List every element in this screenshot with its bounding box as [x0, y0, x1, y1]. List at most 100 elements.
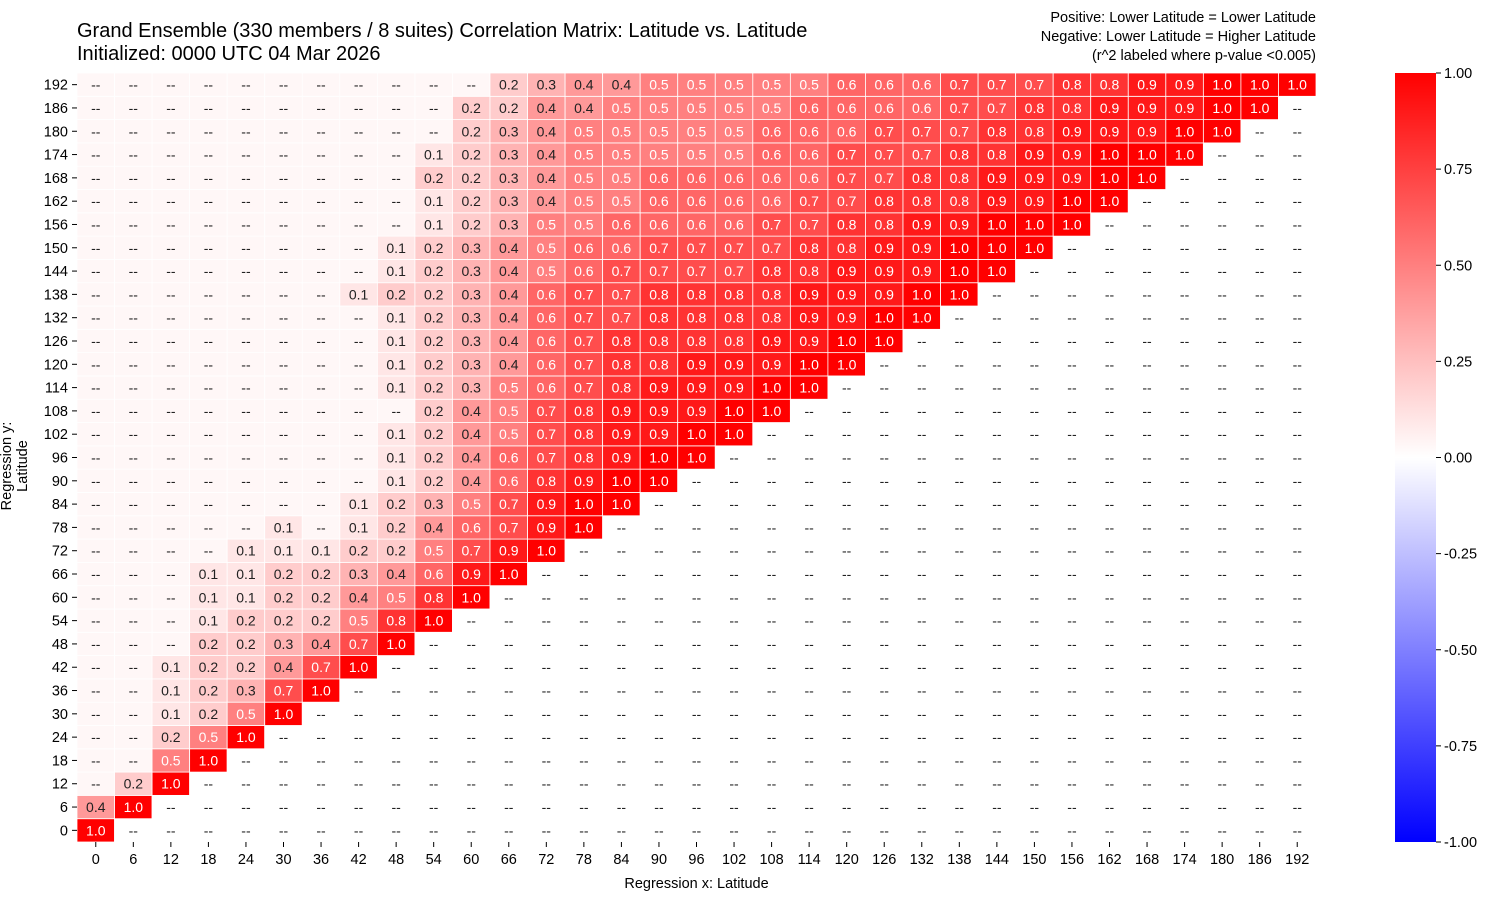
cell-label: --	[279, 77, 289, 93]
cell-label: --	[955, 450, 965, 466]
cell-label: 0.9	[1025, 170, 1045, 186]
cell-label: --	[1293, 286, 1303, 302]
cell-label: --	[354, 356, 364, 372]
cell-label: --	[767, 426, 777, 442]
cell-label: --	[955, 519, 965, 535]
cell-label: --	[1067, 263, 1077, 279]
cell-label: 0.9	[912, 263, 932, 279]
cell-label: --	[992, 496, 1002, 512]
cell-label: --	[1217, 333, 1227, 349]
cell-label: 1.0	[424, 613, 444, 629]
cell-label: --	[1293, 450, 1303, 466]
cell-label: 0.9	[649, 380, 669, 396]
cell-label: --	[166, 473, 176, 489]
cell-label: 0.8	[950, 193, 970, 209]
cell-label: --	[654, 706, 664, 722]
cell-label: --	[1142, 496, 1152, 512]
cell-label: --	[992, 613, 1002, 629]
x-tick-label: 30	[275, 852, 291, 868]
cell-label: 1.0	[1287, 77, 1307, 93]
cell-label: 0.8	[612, 333, 632, 349]
cell-label: 0.8	[837, 216, 857, 232]
cell-label: --	[1180, 333, 1190, 349]
cell-label: --	[1293, 659, 1303, 675]
cell-label: 1.0	[987, 216, 1007, 232]
cell-label: 1.0	[612, 496, 632, 512]
cell-label: --	[1142, 589, 1152, 605]
cell-label: --	[1105, 729, 1115, 745]
cell-label: --	[129, 566, 139, 582]
cell-label: --	[354, 706, 364, 722]
cell-label: --	[91, 683, 101, 699]
y-tick-label: 96	[52, 451, 68, 467]
cell-label: 0.3	[499, 193, 519, 209]
colorbar-tick-label: -0.75	[1444, 739, 1477, 755]
cell-label: 0.8	[574, 403, 594, 419]
x-tick-label: 114	[798, 852, 821, 868]
cell-label: --	[1293, 566, 1303, 582]
cell-label: 0.6	[612, 216, 632, 232]
colorbar-tick-label: 0.75	[1444, 162, 1472, 178]
cell-label: 0.8	[799, 240, 819, 256]
cell-label: --	[1255, 403, 1265, 419]
y-tick-label: 66	[52, 567, 68, 583]
cell-label: --	[91, 170, 101, 186]
y-tick-label: 150	[44, 241, 68, 257]
cell-label: --	[129, 473, 139, 489]
cell-label: --	[1217, 496, 1227, 512]
cell-label: 0.8	[649, 356, 669, 372]
cell-label: 0.9	[687, 356, 707, 372]
cell-label: 0.2	[499, 100, 519, 116]
cell-label: --	[1293, 426, 1303, 442]
cell-label: --	[166, 543, 176, 559]
cell-label: --	[91, 380, 101, 396]
cell-label: --	[279, 752, 289, 768]
cell-label: 0.9	[762, 356, 782, 372]
cell-label: --	[129, 356, 139, 372]
note-positive: Positive: Lower Latitude = Lower Latitud…	[1050, 10, 1316, 26]
cell-label: --	[279, 123, 289, 139]
x-tick-label: 90	[651, 852, 667, 868]
cell-label: --	[1180, 496, 1190, 512]
cell-label: --	[129, 822, 139, 838]
cell-label: --	[1105, 473, 1115, 489]
cell-label: --	[1030, 403, 1040, 419]
cell-label: --	[692, 589, 702, 605]
cell-label: --	[579, 636, 589, 652]
cell-label: --	[804, 659, 814, 675]
cell-label: --	[1030, 426, 1040, 442]
cell-label: --	[955, 683, 965, 699]
y-tick-label: 24	[52, 730, 68, 746]
cell-label: --	[129, 659, 139, 675]
cell-label: --	[204, 496, 214, 512]
cell-label: 0.4	[274, 659, 294, 675]
cell-label: 0.7	[612, 286, 632, 302]
cell-label: --	[692, 706, 702, 722]
cell-label: --	[1217, 659, 1227, 675]
cell-label: 0.5	[537, 216, 557, 232]
cell-label: 0.4	[537, 123, 557, 139]
cell-label: 0.6	[724, 216, 744, 232]
cell-label: --	[204, 426, 214, 442]
cell-label: --	[354, 473, 364, 489]
cell-label: --	[617, 706, 627, 722]
cell-label: 0.1	[386, 450, 406, 466]
cell-label: 0.2	[124, 776, 144, 792]
cell-label: --	[1255, 496, 1265, 512]
cell-label: --	[91, 356, 101, 372]
cell-label: --	[955, 659, 965, 675]
y-tick-label: 144	[44, 264, 68, 280]
cell-label: --	[166, 589, 176, 605]
cell-label: 0.1	[199, 566, 219, 582]
cell-label: 0.3	[349, 566, 369, 582]
cell-label: 1.0	[1062, 216, 1082, 232]
cell-label: 0.9	[612, 403, 632, 419]
cell-label: --	[692, 822, 702, 838]
cell-label: --	[729, 613, 739, 629]
cell-label: --	[1293, 100, 1303, 116]
cell-label: --	[316, 473, 326, 489]
cell-label: 0.5	[236, 706, 256, 722]
cell-label: --	[729, 543, 739, 559]
cell-label: --	[1105, 450, 1115, 466]
cell-label: 0.5	[574, 147, 594, 163]
